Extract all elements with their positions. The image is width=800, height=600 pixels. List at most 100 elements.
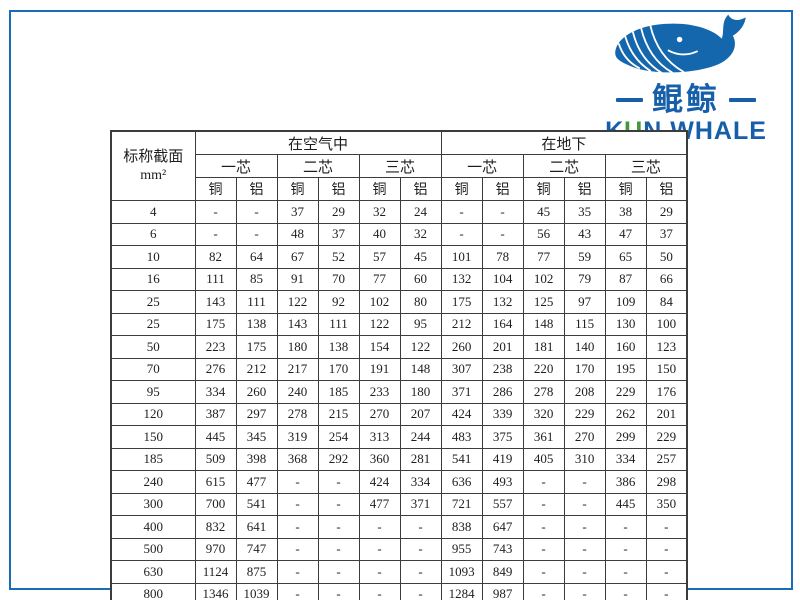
ampacity-cell: 307 xyxy=(440,357,483,381)
col-header-material: 铝 xyxy=(645,177,688,201)
ampacity-cell: 212 xyxy=(235,357,278,381)
table-row: 800 1346 1039- - - -1284 987- - - - xyxy=(110,582,688,600)
ampacity-cell: 50 xyxy=(645,245,688,269)
ampacity-cell: - xyxy=(563,515,606,539)
ampacity-cell: 35 xyxy=(563,200,606,224)
table-row: 16 111 85 91 70 77 60 132 104 102 79 87 66 xyxy=(110,267,688,291)
ampacity-cell: 319 xyxy=(276,425,319,449)
col-header-material: 铝 xyxy=(235,177,278,201)
ampacity-cell: 987 xyxy=(481,582,524,600)
ampacity-cell: - xyxy=(317,492,360,516)
ampacity-cell: 123 xyxy=(645,335,688,359)
ampacity-cell: - xyxy=(399,582,442,600)
ampacity-cell: 170 xyxy=(563,357,606,381)
ampacity-cell: 207 xyxy=(399,402,442,426)
ampacity-cell: 125 xyxy=(522,290,565,314)
ampacity-cell: 299 xyxy=(604,425,647,449)
nominal-section-cell: 630 xyxy=(110,560,196,584)
col-header-material: 铜 xyxy=(604,177,647,201)
nominal-section-cell: 300 xyxy=(110,492,196,516)
ampacity-cell: 43 xyxy=(563,222,606,246)
brand-name-cn-row: 鲲鲸 xyxy=(616,84,756,115)
ampacity-cell: 721 xyxy=(440,492,483,516)
ampacity-cell: 122 xyxy=(358,312,401,336)
ampacity-cell: - xyxy=(604,560,647,584)
table-row: 150 445 345 319 254 313 244 483 375 361 270 299 229 xyxy=(110,425,688,449)
ampacity-cell: 641 xyxy=(235,515,278,539)
col-header-nominal-section: 标称截面 mm² xyxy=(110,130,196,201)
table-row: 400 832 641- - - -838 647- - - - xyxy=(110,515,688,539)
ampacity-cell: 122 xyxy=(276,290,319,314)
ampacity-cell: 102 xyxy=(522,267,565,291)
nominal-section-cell: 10 xyxy=(110,245,196,269)
col-header-one-core-ground: 一芯 xyxy=(440,154,524,178)
table-row: 4- -37 29 32 24- -45 35 38 29 xyxy=(110,200,688,224)
ampacity-cell: 386 xyxy=(604,470,647,494)
ampacity-cell: 278 xyxy=(522,380,565,404)
ampacity-cell: 148 xyxy=(522,312,565,336)
nominal-section-cell: 6 xyxy=(110,222,196,246)
ampacity-cell: - xyxy=(522,492,565,516)
table-header-row-groups: 标称截面 mm² 在空气中 在地下 xyxy=(110,130,688,201)
ampacity-cell: 70 xyxy=(317,267,360,291)
ampacity-table: 标称截面 mm² 在空气中 在地下 一芯 二芯 三芯 一芯 二芯 三芯 铜 铝 … xyxy=(110,130,689,600)
ampacity-cell: 970 xyxy=(194,537,237,561)
ampacity-cell: - xyxy=(440,222,483,246)
ampacity-cell: - xyxy=(358,537,401,561)
nominal-section-cell: 70 xyxy=(110,357,196,381)
ampacity-cell: - xyxy=(276,537,319,561)
ampacity-cell: - xyxy=(563,560,606,584)
ampacity-cell: 175 xyxy=(440,290,483,314)
ampacity-cell: 281 xyxy=(399,447,442,471)
ampacity-cell: 557 xyxy=(481,492,524,516)
ampacity-cell: - xyxy=(358,582,401,600)
ampacity-cell: 292 xyxy=(317,447,360,471)
ampacity-cell: - xyxy=(563,492,606,516)
ampacity-cell: 45 xyxy=(522,200,565,224)
ampacity-cell: 270 xyxy=(358,402,401,426)
ampacity-cell: - xyxy=(481,200,524,224)
ampacity-cell: 233 xyxy=(358,380,401,404)
ampacity-cell: 832 xyxy=(194,515,237,539)
ampacity-cell: - xyxy=(317,515,360,539)
ampacity-cell: - xyxy=(563,537,606,561)
col-group-in-air: 在空气中 xyxy=(194,130,442,155)
table-row: 500 970 747- - - -955 743- - - - xyxy=(110,537,688,561)
ampacity-cell: 77 xyxy=(358,267,401,291)
ampacity-cell: - xyxy=(235,200,278,224)
ampacity-cell: 102 xyxy=(358,290,401,314)
table-row: 300 700 541- -477 371 721 557- -445 350 xyxy=(110,492,688,516)
ampacity-cell: - xyxy=(317,470,360,494)
ampacity-cell: 56 xyxy=(522,222,565,246)
ampacity-cell: 91 xyxy=(276,267,319,291)
brand-dash-right-icon xyxy=(729,97,756,102)
ampacity-cell: 104 xyxy=(481,267,524,291)
nominal-section-cell: 4 xyxy=(110,200,196,224)
ampacity-cell: 80 xyxy=(399,290,442,314)
col-header-material: 铜 xyxy=(194,177,237,201)
ampacity-cell: 223 xyxy=(194,335,237,359)
whale-icon xyxy=(615,14,746,74)
ampacity-cell: 175 xyxy=(194,312,237,336)
ampacity-cell: 375 xyxy=(481,425,524,449)
ampacity-cell: - xyxy=(522,582,565,600)
ampacity-cell: - xyxy=(399,515,442,539)
ampacity-cell: 208 xyxy=(563,380,606,404)
ampacity-cell: 24 xyxy=(399,200,442,224)
ampacity-cell: 387 xyxy=(194,402,237,426)
ampacity-cell: 298 xyxy=(645,470,688,494)
ampacity-cell: 37 xyxy=(317,222,360,246)
ampacity-cell: - xyxy=(276,515,319,539)
ampacity-cell: 185 xyxy=(317,380,360,404)
ampacity-cell: 195 xyxy=(604,357,647,381)
ampacity-cell: - xyxy=(276,582,319,600)
ampacity-cell: 60 xyxy=(399,267,442,291)
col-header-material: 铝 xyxy=(563,177,606,201)
ampacity-cell: 257 xyxy=(645,447,688,471)
ampacity-cell: 244 xyxy=(399,425,442,449)
ampacity-cell: - xyxy=(358,560,401,584)
col-header-one-core-air: 一芯 xyxy=(194,154,278,178)
ampacity-cell: 160 xyxy=(604,335,647,359)
ampacity-cell: 260 xyxy=(235,380,278,404)
